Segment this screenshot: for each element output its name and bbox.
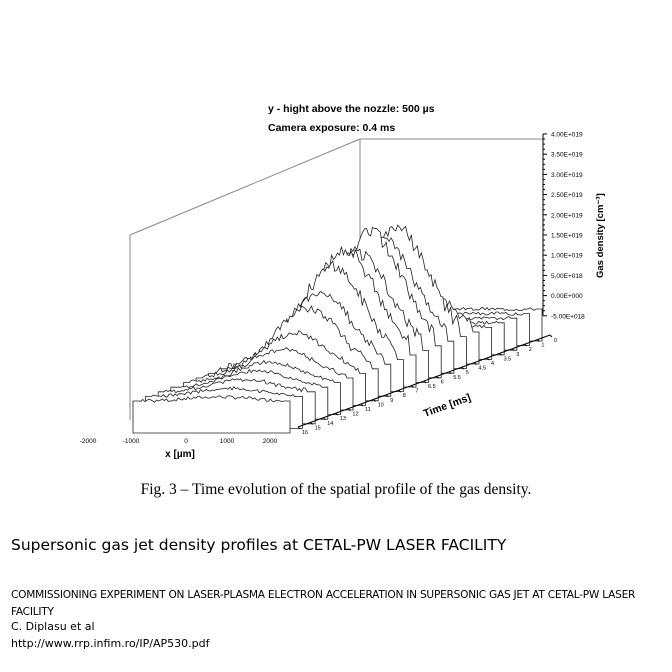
- density-tick-label: 0.00E+000: [551, 293, 583, 300]
- density-axis-label: Gas density [cm⁻³]: [595, 193, 606, 278]
- density-traces: [132, 224, 543, 434]
- time-tick-label: 15: [315, 425, 321, 431]
- time-tick-label: 14: [327, 421, 333, 427]
- time-tick-mark: [297, 426, 301, 430]
- time-tick-label: 13: [340, 416, 346, 422]
- time-tick-label: 16: [302, 430, 308, 436]
- time-tick-mark: [524, 343, 528, 347]
- time-tick-mark: [411, 385, 414, 388]
- density-axis: 4.00E+019 3.50E+019 3.00E+019 2.50E+019 2.00…: [542, 132, 585, 320]
- x-axis-label: x [µm]: [165, 449, 195, 460]
- x-tick-label: 1000: [220, 438, 235, 445]
- x-tick-label: 0: [184, 438, 188, 445]
- time-tick-mark: [385, 394, 389, 398]
- time-tick-label: 6.5: [428, 384, 436, 390]
- time-tick-label: 5.5: [453, 375, 461, 381]
- time-tick-mark: [423, 380, 427, 384]
- density-tick-label: 2.50E+019: [551, 192, 583, 199]
- density-tick-label: 3.00E+019: [551, 172, 583, 179]
- x-tick-label: -1000: [123, 438, 140, 445]
- reference-authors: C. Diplasu et al: [11, 620, 95, 633]
- density-tick-label: 1.00E+019: [551, 253, 583, 260]
- time-tick-mark: [335, 412, 339, 416]
- time-tick-mark: [448, 371, 452, 375]
- time-tick-mark: [322, 417, 326, 421]
- figure-annotation-height: y - hight above the nozzle: 500 µs: [268, 103, 435, 115]
- time-tick-mark: [499, 353, 502, 356]
- density-tick-label: 2.00E+019: [551, 212, 583, 219]
- time-tick-mark: [461, 366, 465, 370]
- density-tick-label: 5.00E+018: [551, 273, 583, 280]
- time-axis-label: Time [ms]: [422, 392, 473, 420]
- time-tick-label: 0: [554, 338, 557, 344]
- density-trace: [132, 395, 291, 434]
- slide-title: Supersonic gas jet density profiles at C…: [11, 536, 507, 554]
- time-tick-label: 5: [466, 370, 469, 376]
- x-axis: -2000 -1000 0 1000 2000: [80, 438, 278, 445]
- time-tick-label: 8: [403, 393, 406, 399]
- time-tick-label: 4.5: [478, 366, 486, 372]
- time-tick-label: 3.5: [504, 356, 512, 362]
- x-tick-label: -2000: [80, 438, 97, 445]
- time-tick-label: 11: [365, 407, 371, 413]
- time-tick-mark: [310, 422, 313, 425]
- density-tick-label: -5.00E+018: [551, 313, 585, 320]
- figure-annotation-exposure: Camera exposure: 0.4 ms: [268, 122, 395, 134]
- time-tick-mark: [511, 348, 515, 352]
- reference-url[interactable]: http://www.rrp.infim.ro/IP/AP530.pdf: [11, 637, 210, 650]
- time-tick-mark: [360, 403, 364, 407]
- time-tick-mark: [549, 334, 553, 338]
- time-tick-mark: [537, 339, 540, 342]
- time-tick-label: 12: [352, 412, 358, 418]
- time-tick-label: 10: [378, 402, 384, 408]
- time-tick-label: 3: [516, 352, 519, 358]
- time-tick-mark: [474, 362, 477, 365]
- time-tick-label: 2: [529, 347, 532, 353]
- time-tick-label: 4: [491, 361, 494, 367]
- time-tick-mark: [436, 376, 439, 379]
- x-tick-label: 2000: [263, 438, 278, 445]
- back-wall-top-edge: [129, 138, 361, 236]
- time-tick-mark: [398, 389, 402, 393]
- time-tick-label: 7: [415, 389, 418, 395]
- time-tick-label: 6: [441, 379, 444, 385]
- time-tick-mark: [373, 399, 376, 402]
- density-tick-label: 4.00E+019: [551, 132, 583, 139]
- time-tick-mark: [348, 408, 351, 411]
- time-tick-label: 9: [390, 398, 393, 404]
- figure-caption: Fig. 3 – Time evolution of the spatial p…: [140, 481, 532, 498]
- density-tick-label: 3.50E+019: [551, 152, 583, 159]
- time-tick-mark: [486, 357, 490, 361]
- time-tick-label: 1: [541, 343, 544, 349]
- density-tick-label: 1.50E+019: [551, 233, 583, 240]
- reference-title: COMMISSIONING EXPERIMENT ON LASER-PLASMA…: [11, 589, 636, 618]
